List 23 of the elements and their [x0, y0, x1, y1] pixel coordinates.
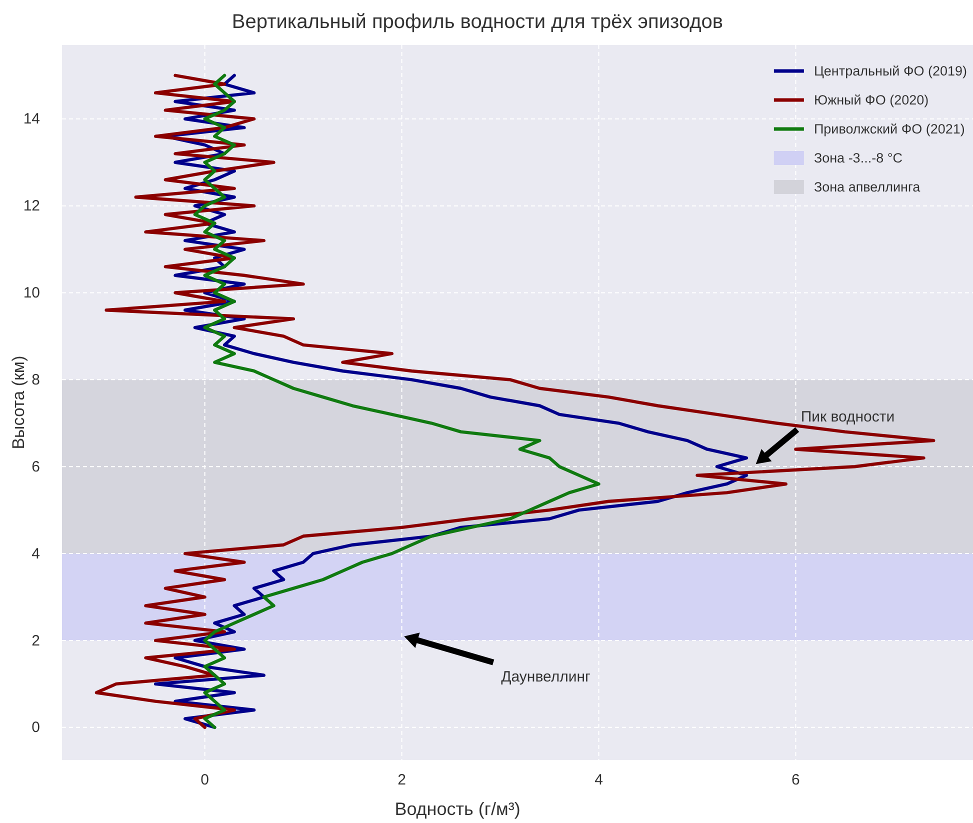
x-tick-label: 4	[594, 772, 603, 789]
x-axis-title: Водность (г/м³)	[394, 799, 520, 819]
y-tick-label: 14	[23, 110, 40, 128]
line-series	[193, 74, 600, 729]
y-tick-label: 6	[32, 458, 40, 476]
annotation: Пик водности	[800, 408, 895, 426]
y-tick-label: 12	[23, 198, 40, 215]
legend-label: Центральный ФО (2019)	[814, 64, 967, 79]
y-tick-label: 8	[32, 371, 40, 388]
annotation: Даунвеллинг	[501, 668, 592, 686]
y-tick-label: 0	[32, 719, 40, 736]
y-tick-label: 10	[23, 284, 40, 302]
legend-label: Зона апвеллинга	[814, 180, 921, 195]
legend-label: Приволжский ФО (2021)	[814, 122, 965, 137]
legend-label: Зона -3...-8 °C	[814, 150, 903, 166]
y-axis-title: Высота (км)	[9, 356, 28, 450]
x-tick-label: 2	[398, 772, 406, 789]
legend-label: Южный ФО (2020)	[814, 92, 929, 108]
y-tick-label: 4	[32, 545, 40, 562]
y-tick-label: 2	[32, 632, 40, 650]
chart-title: Вертикальный профиль водности для трёх эпизодов	[232, 11, 724, 33]
x-tick-label: 0	[200, 772, 209, 789]
x-tick-label: 6	[792, 772, 800, 789]
